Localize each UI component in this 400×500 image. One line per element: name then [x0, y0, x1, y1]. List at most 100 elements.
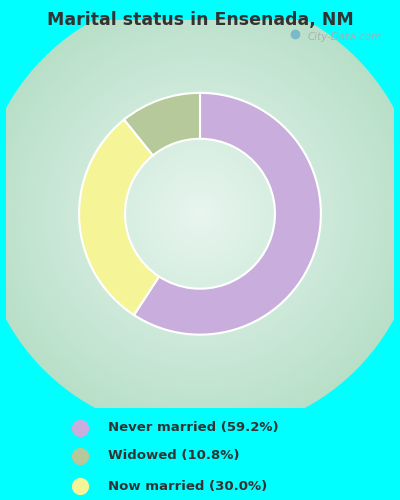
Circle shape	[137, 151, 263, 276]
Circle shape	[0, 9, 400, 418]
Circle shape	[118, 131, 282, 296]
Circle shape	[54, 68, 346, 360]
Circle shape	[174, 188, 226, 240]
Circle shape	[96, 109, 304, 318]
Circle shape	[8, 21, 392, 406]
Circle shape	[81, 95, 319, 332]
Circle shape	[130, 144, 270, 284]
Circle shape	[99, 112, 301, 315]
Circle shape	[197, 210, 203, 217]
Circle shape	[0, 0, 400, 432]
Circle shape	[0, 0, 400, 434]
Circle shape	[3, 17, 397, 410]
Circle shape	[17, 31, 383, 397]
Circle shape	[24, 38, 376, 390]
Circle shape	[196, 210, 204, 218]
Text: Never married (59.2%): Never married (59.2%)	[108, 422, 279, 434]
Circle shape	[192, 206, 208, 222]
Circle shape	[105, 119, 295, 308]
Circle shape	[188, 202, 212, 226]
Circle shape	[58, 72, 342, 356]
Circle shape	[175, 188, 225, 239]
Circle shape	[104, 118, 296, 310]
Circle shape	[0, 10, 400, 418]
Circle shape	[0, 7, 400, 420]
Circle shape	[96, 110, 304, 317]
Circle shape	[59, 73, 341, 354]
Circle shape	[189, 202, 211, 225]
Circle shape	[18, 32, 382, 396]
Circle shape	[190, 204, 210, 224]
Circle shape	[108, 122, 292, 306]
Circle shape	[133, 146, 267, 281]
Circle shape	[111, 124, 289, 303]
Circle shape	[77, 90, 323, 337]
Circle shape	[43, 56, 357, 371]
Circle shape	[74, 87, 326, 341]
Circle shape	[60, 74, 340, 353]
Circle shape	[0, 2, 400, 426]
Circle shape	[10, 24, 390, 404]
Circle shape	[98, 112, 302, 316]
Circle shape	[198, 212, 202, 216]
Circle shape	[35, 48, 365, 379]
Circle shape	[116, 130, 284, 298]
Circle shape	[93, 107, 307, 320]
Circle shape	[32, 46, 368, 382]
Circle shape	[70, 84, 330, 344]
Circle shape	[152, 166, 248, 262]
Circle shape	[145, 158, 255, 269]
Circle shape	[14, 28, 386, 400]
Circle shape	[80, 94, 320, 334]
Circle shape	[89, 102, 311, 325]
Circle shape	[16, 30, 384, 398]
Circle shape	[156, 170, 244, 258]
Circle shape	[12, 26, 388, 402]
Circle shape	[159, 173, 241, 254]
Wedge shape	[124, 93, 200, 156]
Circle shape	[118, 132, 282, 295]
Circle shape	[167, 180, 233, 247]
Circle shape	[72, 86, 328, 342]
Circle shape	[46, 60, 354, 368]
Circle shape	[1, 14, 399, 413]
Circle shape	[38, 52, 362, 376]
Circle shape	[37, 51, 363, 376]
Circle shape	[136, 150, 264, 278]
Circle shape	[0, 0, 400, 432]
Circle shape	[131, 144, 269, 283]
Circle shape	[125, 139, 275, 288]
Text: Now married (30.0%): Now married (30.0%)	[108, 480, 267, 492]
Circle shape	[138, 152, 262, 276]
Circle shape	[2, 16, 398, 412]
Circle shape	[103, 117, 297, 310]
Circle shape	[140, 153, 260, 274]
Circle shape	[115, 129, 285, 298]
Circle shape	[150, 164, 250, 264]
Circle shape	[148, 162, 252, 266]
Circle shape	[199, 212, 201, 215]
Circle shape	[94, 108, 306, 320]
Circle shape	[110, 124, 290, 304]
Circle shape	[172, 186, 228, 242]
Circle shape	[22, 36, 378, 392]
Circle shape	[160, 174, 240, 254]
Circle shape	[74, 88, 326, 339]
Circle shape	[132, 146, 268, 282]
Circle shape	[65, 78, 335, 349]
Text: Widowed (10.8%): Widowed (10.8%)	[108, 449, 240, 462]
Circle shape	[171, 185, 229, 242]
Circle shape	[36, 50, 364, 378]
Circle shape	[0, 0, 400, 430]
Circle shape	[52, 66, 348, 361]
Circle shape	[0, 4, 400, 423]
Circle shape	[187, 200, 213, 227]
Circle shape	[149, 163, 251, 264]
Circle shape	[127, 141, 273, 286]
Circle shape	[102, 116, 298, 312]
Circle shape	[120, 134, 280, 294]
Circle shape	[194, 208, 206, 220]
Circle shape	[8, 22, 392, 405]
Circle shape	[49, 63, 351, 364]
Circle shape	[83, 97, 317, 330]
